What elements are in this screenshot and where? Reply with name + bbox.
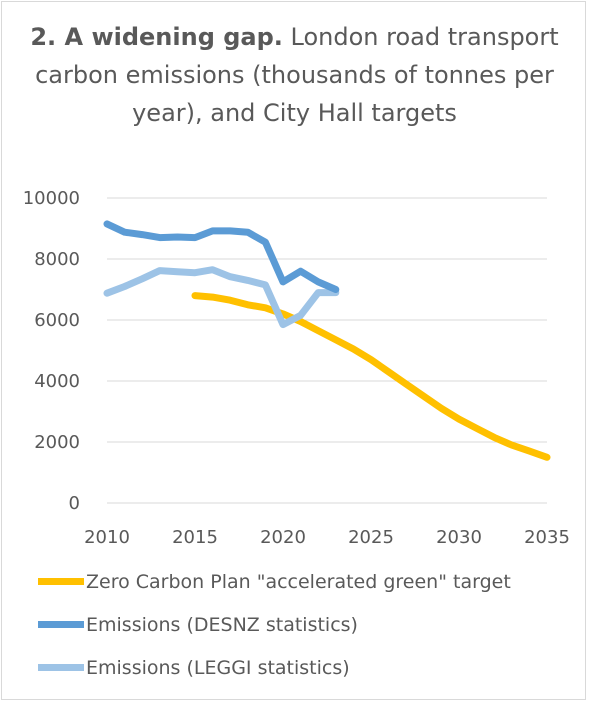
x-tick-label: 2015: [172, 527, 218, 548]
y-axis-ticks: 0 2000 4000 6000 8000 10000: [23, 188, 80, 514]
legend-item-desnz: Emissions (DESNZ statistics): [38, 603, 511, 646]
y-tick-label: 4000: [34, 371, 80, 392]
legend: Zero Carbon Plan "accelerated green" tar…: [38, 560, 511, 689]
y-tick-label: 8000: [34, 249, 80, 270]
x-tick-label: 2025: [348, 527, 394, 548]
x-tick-label: 2030: [436, 527, 482, 548]
y-tick-label: 2000: [34, 432, 80, 453]
chart-title-bold: 2. A widening gap.: [30, 23, 283, 51]
legend-swatch-target: [38, 578, 84, 585]
y-tick-label: 0: [69, 493, 80, 514]
legend-label-target: Zero Carbon Plan "accelerated green" tar…: [86, 570, 511, 593]
legend-swatch-desnz: [38, 621, 84, 628]
x-tick-label: 2010: [84, 527, 130, 548]
x-axis-ticks: 2010 2015 2020 2025 2030 2035: [84, 527, 570, 548]
series-line-leggi: [103, 266, 340, 329]
y-tick-label: 10000: [23, 188, 80, 209]
legend-item-target: Zero Carbon Plan "accelerated green" tar…: [38, 560, 511, 603]
series-line-desnz: [103, 220, 340, 293]
legend-item-leggi: Emissions (LEGGI statistics): [38, 646, 511, 689]
legend-label-leggi: Emissions (LEGGI statistics): [86, 656, 350, 679]
legend-label-desnz: Emissions (DESNZ statistics): [86, 613, 358, 636]
x-tick-label: 2020: [260, 527, 306, 548]
series-line-target: [191, 292, 551, 461]
y-tick-label: 6000: [34, 310, 80, 331]
chart-title: 2. A widening gap. London road transport…: [20, 18, 569, 132]
gridlines: [107, 197, 547, 504]
legend-swatch-leggi: [38, 664, 84, 671]
x-tick-label: 2035: [524, 527, 570, 548]
series-lines: [103, 220, 551, 461]
chart-title-rest: London road transport carbon emissions (…: [35, 23, 559, 127]
